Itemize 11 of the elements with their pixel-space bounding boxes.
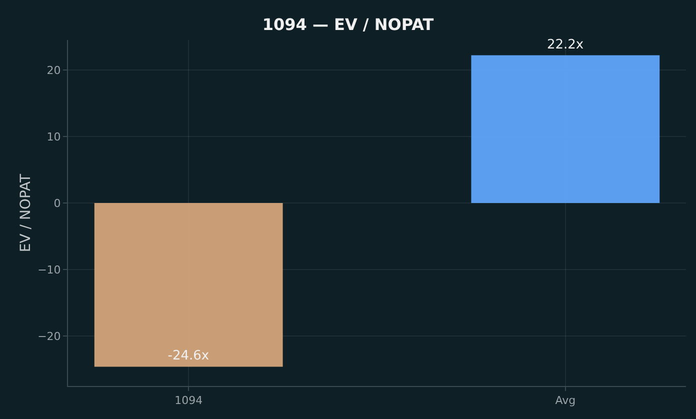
chart-title: 1094 — EV / NOPAT <box>262 15 434 34</box>
x-tick-label: Avg <box>555 394 576 408</box>
y-tick-label: 0 <box>54 196 61 210</box>
y-tick-label: 10 <box>46 130 61 144</box>
data-label: 22.2x <box>546 37 584 52</box>
x-tick-label: 1094 <box>174 394 203 408</box>
y-tick-label: −20 <box>38 330 61 343</box>
data-label: -24.6x <box>168 348 210 364</box>
y-tick-label: 20 <box>46 64 61 77</box>
y-axis-title: EV / NOPAT <box>18 173 34 252</box>
y-tick-label: −10 <box>38 263 61 276</box>
